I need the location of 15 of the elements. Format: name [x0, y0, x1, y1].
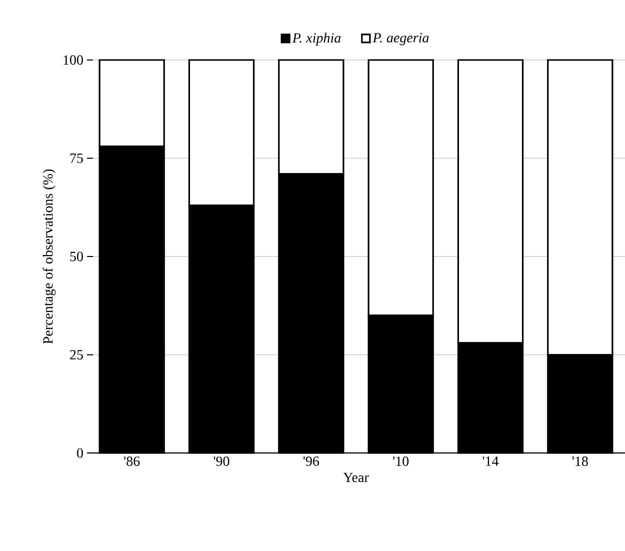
x-tick-label: '14	[482, 456, 499, 466]
legend-label: P. aegeria	[372, 33, 429, 46]
y-axis-title: Percentage of observations (%)	[42, 169, 56, 344]
x-tick-label: '10	[393, 456, 409, 466]
x-tick-label: '86	[124, 456, 140, 466]
x-tick-label: '18	[572, 456, 588, 466]
legend-label: P. xiphia	[292, 32, 341, 46]
y-tick-label: 50	[70, 252, 83, 262]
x-tick-label: '90	[214, 456, 230, 466]
y-tick-label: 100	[64, 55, 83, 65]
y-tick-label: 0	[77, 448, 83, 458]
x-axis-title: Year	[343, 472, 369, 482]
y-tick-label: 75	[70, 154, 83, 163]
x-tick-label: '96	[303, 456, 320, 466]
y-tick-label: 25	[70, 350, 83, 360]
